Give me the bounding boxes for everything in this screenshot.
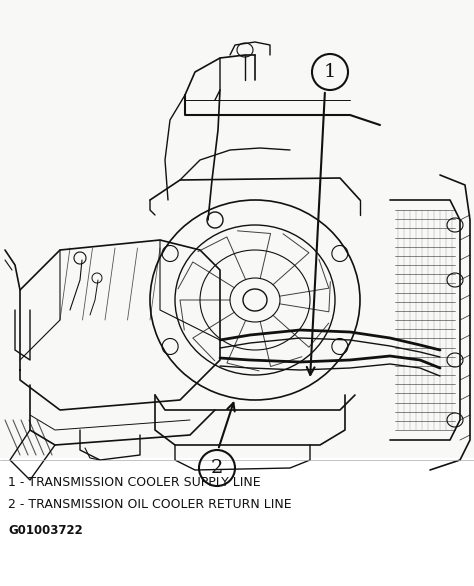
Text: 2 - TRANSMISSION OIL COOLER RETURN LINE: 2 - TRANSMISSION OIL COOLER RETURN LINE: [8, 498, 292, 510]
Text: G01003722: G01003722: [8, 523, 83, 537]
Text: 2: 2: [211, 459, 223, 477]
Text: 1 - TRANSMISSION COOLER SUPPLY LINE: 1 - TRANSMISSION COOLER SUPPLY LINE: [8, 475, 261, 489]
Bar: [0, 458, 474, 586]
Text: 1: 1: [324, 63, 336, 81]
Bar: [0, 0, 474, 460]
